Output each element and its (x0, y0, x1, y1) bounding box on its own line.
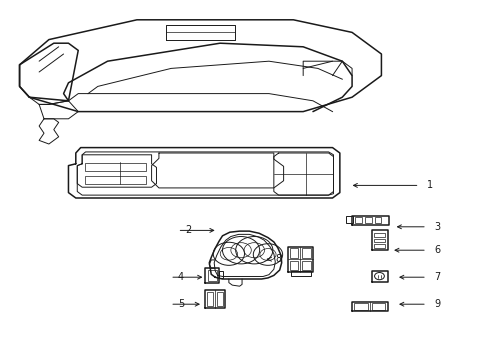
Bar (219, 271, 223, 278)
Text: 2: 2 (185, 225, 191, 235)
Text: 3: 3 (434, 222, 440, 232)
Bar (374, 217, 381, 223)
Text: 8: 8 (275, 254, 281, 264)
Bar (84, 163, 145, 171)
Bar (373, 244, 385, 248)
Bar (353, 303, 367, 310)
Text: 1: 1 (427, 180, 432, 190)
Bar (302, 261, 310, 270)
Text: 6: 6 (434, 245, 440, 255)
Bar (373, 239, 385, 242)
Text: 5: 5 (178, 299, 183, 309)
Bar (354, 217, 361, 223)
Text: 7: 7 (434, 272, 440, 282)
Bar (207, 270, 216, 281)
Bar (289, 261, 298, 270)
Bar (290, 271, 310, 276)
Bar (302, 248, 310, 258)
Text: 9: 9 (434, 299, 440, 309)
Bar (217, 292, 223, 306)
Text: 4: 4 (178, 272, 183, 282)
Bar (345, 216, 352, 223)
Bar (84, 176, 145, 184)
Bar (364, 217, 371, 223)
Bar (289, 248, 298, 258)
Bar (373, 233, 385, 237)
Bar (207, 292, 213, 306)
Bar (371, 303, 385, 310)
